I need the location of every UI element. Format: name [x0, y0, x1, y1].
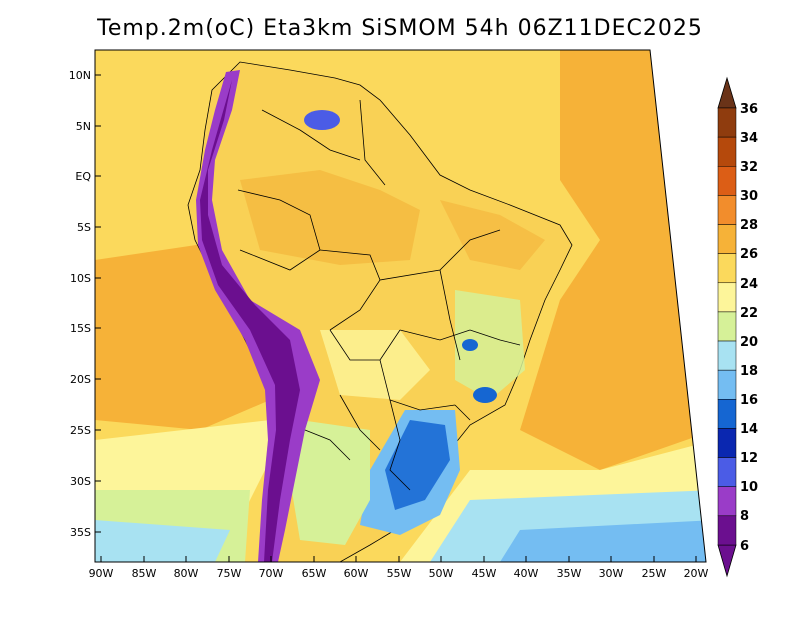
colorbar-segment	[717, 195, 737, 225]
lat-label: 15S	[70, 322, 91, 335]
lat-label: 35S	[70, 526, 91, 539]
lon-label: 85W	[132, 567, 157, 580]
colorbar-segment	[717, 486, 737, 517]
colorbar-segment	[717, 515, 737, 546]
colorbar-label: 12	[740, 451, 758, 466]
southeast-highland-cold	[473, 387, 497, 403]
colorbar-segment	[717, 136, 737, 167]
colorbar-label: 8	[740, 509, 749, 524]
colorbar-label: 10	[740, 480, 758, 495]
colorbar-label: 14	[740, 422, 758, 437]
land-cool-east	[455, 290, 525, 400]
colorbar-segment	[717, 399, 737, 429]
colorbar-label: 34	[740, 131, 758, 146]
lat-label: 30S	[70, 475, 91, 488]
colorbar-label: 18	[740, 364, 758, 379]
lon-label: 65W	[302, 567, 327, 580]
colorbar-label: 20	[740, 335, 758, 350]
colorbar-segment	[717, 166, 737, 196]
colorbar-segment	[717, 224, 737, 254]
land-south-cold	[385, 420, 450, 510]
colorbar: 36 34 32 30 28 26 24 22 20 18 16 14 12 1…	[717, 76, 758, 578]
lon-label: 55W	[387, 567, 412, 580]
colorbar-segment	[717, 107, 737, 138]
axis-ticks	[95, 74, 697, 562]
colorbar-bottom-arrow	[717, 544, 737, 578]
lat-label: 25S	[70, 424, 91, 437]
lat-label: 10S	[70, 272, 91, 285]
land-cool-center	[320, 330, 430, 400]
colorbar-segment	[717, 369, 737, 400]
lon-label: 90W	[89, 567, 114, 580]
guiana-highland-cold	[304, 110, 340, 130]
colorbar-label: 30	[740, 189, 758, 204]
lon-label: 25W	[642, 567, 667, 580]
lon-label: 20W	[684, 567, 709, 580]
latitude-labels: 10N 5N EQ 5S 10S 15S 20S 25S 30S 35S	[69, 69, 92, 539]
lon-label: 50W	[429, 567, 454, 580]
lat-label: 5N	[76, 120, 91, 133]
colorbar-label: 24	[740, 277, 758, 292]
lon-label: 70W	[259, 567, 284, 580]
lon-label: 30W	[599, 567, 624, 580]
map-title: Temp.2m(oC) Eta3km SiSMOM 54h 06Z11DEC20…	[97, 16, 703, 41]
land-warm-north	[240, 170, 420, 265]
colorbar-label: 32	[740, 160, 758, 175]
lat-label: EQ	[75, 170, 91, 183]
colorbar-label: 26	[740, 247, 758, 262]
land-pampas-cool	[290, 420, 370, 545]
lon-label: 35W	[557, 567, 582, 580]
colorbar-segment	[717, 253, 737, 284]
longitude-labels: 90W 85W 80W 75W 70W 65W 60W 55W 50W 45W …	[89, 567, 709, 580]
lon-label: 75W	[217, 567, 242, 580]
colorbar-segment	[717, 311, 737, 342]
colorbar-segment	[717, 340, 737, 371]
colorbar-label: 6	[740, 539, 749, 554]
colorbar-segment	[717, 282, 737, 313]
lat-label: 5S	[77, 221, 91, 234]
central-highland-cold	[462, 339, 478, 351]
lat-label: 10N	[69, 69, 91, 82]
land-warm-northeast	[440, 200, 545, 270]
country-borders	[237, 99, 521, 491]
lon-label: 60W	[344, 567, 369, 580]
colorbar-segment	[717, 457, 737, 487]
colorbar-label: 22	[740, 306, 758, 321]
lon-label: 45W	[472, 567, 497, 580]
lon-label: 80W	[174, 567, 199, 580]
lon-label: 40W	[514, 567, 539, 580]
colorbar-label: 36	[740, 102, 758, 117]
colorbar-top-arrow	[717, 76, 737, 109]
colorbar-segment	[717, 428, 737, 458]
ocean-south-colder	[95, 520, 230, 562]
colorbar-labels: 36 34 32 30 28 26 24 22 20 18 16 14 12 1…	[740, 102, 758, 554]
andes-high	[200, 80, 300, 562]
map-frame	[94, 49, 707, 563]
map-field	[95, 50, 706, 562]
lat-label: 20S	[70, 373, 91, 386]
colorbar-label: 16	[740, 393, 758, 408]
ocean-far-south	[500, 520, 706, 562]
colorbar-label: 28	[740, 218, 758, 233]
